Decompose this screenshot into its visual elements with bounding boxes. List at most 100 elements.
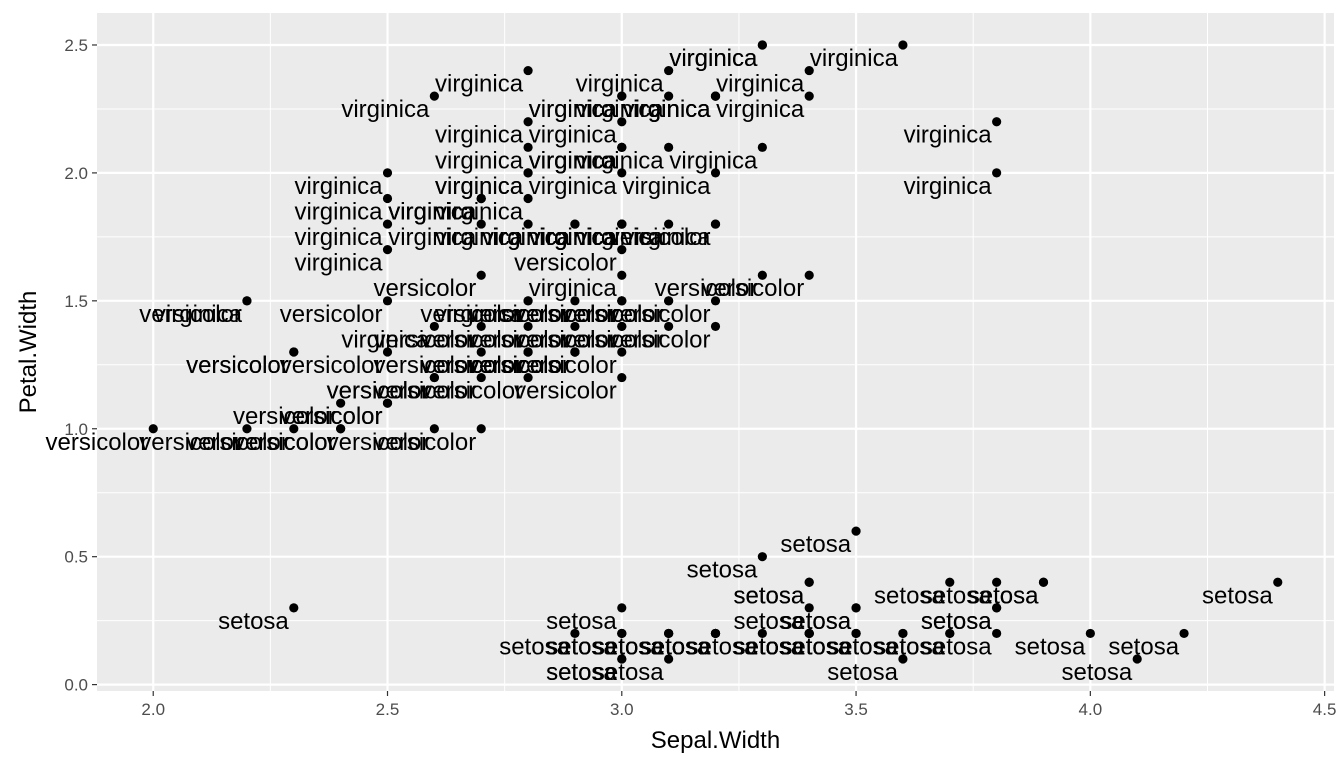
point-label: virginica — [576, 224, 665, 251]
data-point — [851, 628, 861, 639]
data-point — [382, 193, 393, 204]
point-label: virginica — [435, 71, 524, 98]
point-label: setosa — [687, 557, 758, 584]
point-label: versicolor — [374, 326, 477, 353]
point-label: setosa — [499, 633, 570, 660]
point-label: versicolor — [46, 429, 149, 456]
point-label: virginica — [529, 147, 618, 174]
point-label: versicolor — [280, 403, 383, 430]
data-point — [523, 193, 533, 204]
data-point — [710, 91, 721, 101]
data-point — [664, 91, 674, 101]
point-label: versicolor — [374, 378, 477, 405]
point-label: virginica — [622, 224, 711, 251]
point-label: setosa — [874, 633, 945, 660]
point-label: versicolor — [233, 429, 336, 456]
data-point — [523, 321, 533, 332]
data-point — [1085, 628, 1095, 639]
data-point — [898, 628, 908, 639]
data-point — [523, 65, 533, 76]
data-point — [289, 424, 299, 434]
point-label: virginica — [529, 147, 618, 174]
point-label: setosa — [921, 582, 992, 609]
point-label: setosa — [546, 608, 617, 635]
point-label: virginica — [341, 326, 430, 353]
point-label: versicolor — [420, 352, 523, 379]
data-point — [945, 577, 955, 587]
data-point — [476, 193, 486, 204]
y-tick-label: 0.5 — [64, 548, 88, 567]
point-label: versicolor — [374, 429, 477, 456]
point-label: setosa — [921, 633, 992, 660]
data-point — [851, 526, 861, 536]
data-point — [382, 347, 393, 357]
point-label: setosa — [1202, 582, 1273, 609]
point-label: versicolor — [420, 352, 523, 379]
point-label: versicolor — [467, 352, 570, 379]
data-point — [757, 40, 767, 50]
y-tick-label: 2.0 — [64, 164, 88, 183]
point-label: virginica — [529, 147, 618, 174]
point-label: versicolor — [561, 301, 664, 328]
point-label: versicolor — [327, 429, 430, 456]
point-label: virginica — [904, 122, 993, 149]
data-point — [1273, 577, 1283, 587]
point-label: setosa — [921, 608, 992, 635]
point-label: setosa — [733, 582, 804, 609]
point-label: virginica — [294, 198, 383, 225]
grid-minor — [97, 13, 1334, 691]
point-label: setosa — [1015, 633, 1086, 660]
point-label: versicolor — [514, 301, 617, 328]
data-point — [664, 296, 674, 306]
point-label: setosa — [733, 633, 804, 660]
point-label: virginica — [529, 275, 618, 302]
data-point — [898, 40, 908, 50]
data-point — [523, 372, 533, 383]
data-point — [617, 628, 627, 639]
data-point — [242, 296, 252, 306]
point-label: setosa — [733, 633, 804, 660]
data-point — [429, 372, 439, 383]
data-point — [710, 168, 721, 178]
data-point — [476, 424, 486, 434]
data-point — [898, 654, 908, 664]
point-label: setosa — [546, 633, 617, 660]
point-label: setosa — [546, 633, 617, 660]
data-point — [617, 372, 627, 383]
point-label: virginica — [904, 173, 993, 200]
data-point — [523, 117, 533, 127]
point-label: virginica — [669, 147, 758, 174]
point-label: virginica — [294, 224, 383, 251]
point-label: versicolor — [514, 250, 617, 277]
point-label: versicolor — [233, 429, 336, 456]
data-point — [523, 347, 533, 357]
grid-major — [97, 13, 1334, 691]
x-axis: 2.0 2.5 3.0 3.5 4.0 4.5 — [141, 691, 1336, 719]
data-point — [664, 219, 674, 229]
y-tick-label: 1.5 — [64, 292, 88, 311]
point-label: versicolor — [514, 326, 617, 353]
point-label: setosa — [593, 659, 664, 686]
data-point — [570, 296, 580, 306]
point-label: virginica — [482, 224, 571, 251]
point-label: virginica — [576, 96, 665, 123]
data-point — [523, 168, 533, 178]
point-label: versicolor — [514, 378, 617, 405]
y-tick-label: 2.5 — [64, 36, 88, 55]
point-label: setosa — [733, 633, 804, 660]
point-label: setosa — [874, 582, 945, 609]
data-point — [242, 424, 252, 434]
data-point — [570, 347, 580, 357]
data-point — [617, 168, 627, 178]
point-label: setosa — [921, 608, 992, 635]
point-label: versicolor — [467, 352, 570, 379]
data-point — [992, 577, 1002, 587]
point-label: versicolor — [233, 403, 336, 430]
y-tick-label: 1.0 — [64, 420, 88, 439]
data-point — [617, 347, 627, 357]
point-label: versicolor — [467, 352, 570, 379]
x-tick-label: 3.5 — [844, 700, 868, 719]
point-label: setosa — [687, 633, 758, 660]
data-point — [617, 296, 627, 306]
point-label: versicolor — [420, 301, 523, 328]
